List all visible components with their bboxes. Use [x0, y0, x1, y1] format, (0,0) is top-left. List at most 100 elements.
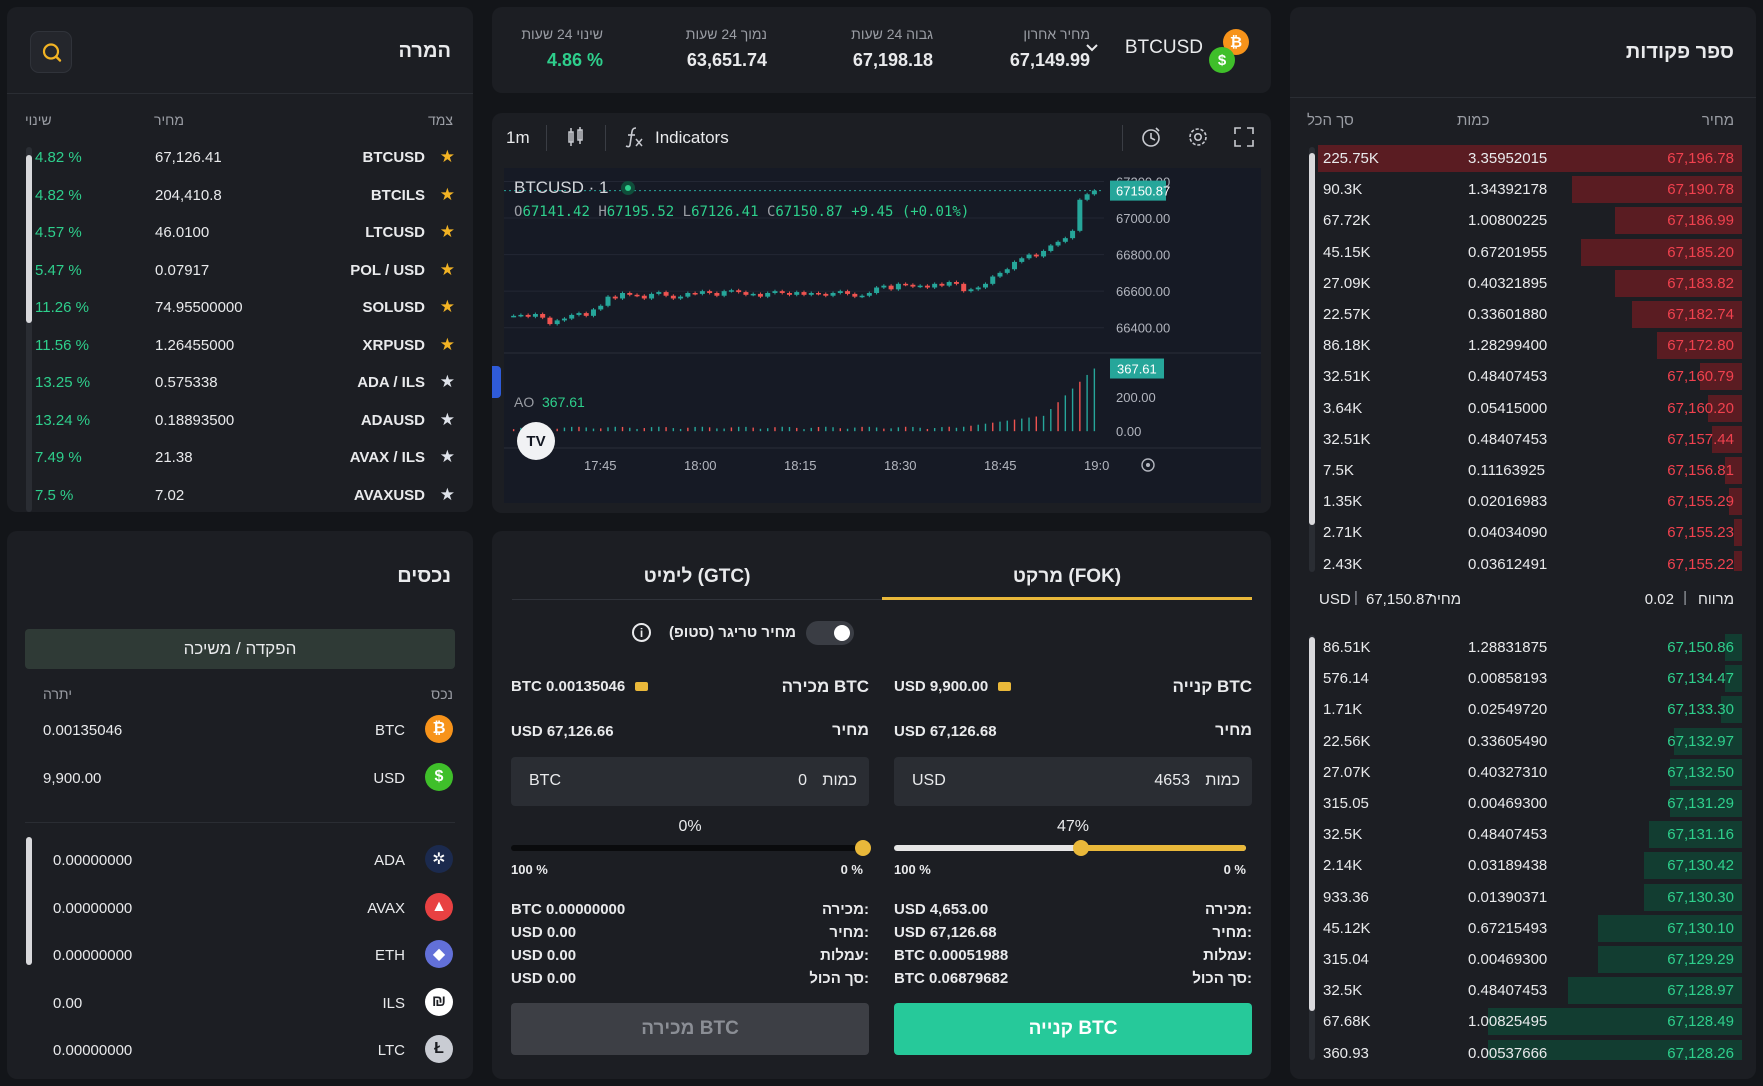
axis-settings-icon — [1141, 458, 1155, 472]
watchlist-row[interactable]: 7.49 % 21.38 AVAX / ILS ★ — [35, 447, 455, 466]
function-icon[interactable] — [622, 125, 646, 149]
ask-row[interactable]: 32.51K 0.48407453 67,160.79 — [1290, 361, 1756, 392]
ask-row[interactable]: 45.15K 0.67201955 67,185.20 — [1290, 237, 1756, 268]
candle — [1012, 261, 1018, 270]
asks-scrollbar[interactable] — [1309, 147, 1315, 572]
buy-button[interactable]: קנייה BTC — [894, 1003, 1252, 1055]
favorite-star-icon[interactable]: ★ — [439, 147, 455, 166]
candle — [736, 290, 742, 293]
watchlist-row[interactable]: 11.26 % 74.95500000 SOLUSD ★ — [35, 297, 455, 316]
ask-row[interactable]: 32.51K 0.48407453 67,157.44 — [1290, 424, 1756, 455]
watchlist-row[interactable]: 13.25 % 0.575338 ADA / ILS ★ — [35, 372, 455, 391]
tab-market[interactable]: מרקט (FOK) — [1012, 566, 1122, 587]
deposit-withdraw-button[interactable]: הפקדה / משיכה — [25, 629, 455, 669]
bid-row[interactable]: 2.14K 0.03189438 67,130.42 — [1290, 850, 1756, 881]
watchlist-row[interactable]: 4.82 % 67,126.41 BTCUSD ★ — [35, 147, 455, 166]
col-price: מחיר — [154, 112, 184, 128]
bid-row[interactable]: 67.68K 1.00825495 67,128.49 — [1290, 1006, 1756, 1037]
info-icon[interactable]: i — [632, 623, 651, 642]
buy-slider[interactable] — [894, 840, 1246, 856]
candle — [1019, 258, 1025, 262]
col-pair: צמד — [427, 112, 453, 128]
fullscreen-icon[interactable] — [1232, 125, 1256, 149]
ask-row[interactable]: 3.64K 0.05415000 67,160.20 — [1290, 393, 1756, 424]
sell-button[interactable]: מכירה BTC — [511, 1003, 869, 1055]
watchlist-row[interactable]: 7.5 % 7.02 AVAXUSD ★ — [35, 484, 455, 504]
candle — [982, 283, 988, 288]
bid-row[interactable]: 32.5K 0.48407453 67,128.97 — [1290, 975, 1756, 1006]
watchlist-row[interactable]: 4.57 % 46.0100 LTCUSD ★ — [35, 222, 455, 241]
sell-qty-input[interactable]: כמות 0 BTC — [511, 757, 869, 806]
chart-plot[interactable]: 67200.0067000.0066800.0066600.0066400.00… — [504, 168, 1261, 503]
bid-row[interactable]: 315.04 0.00469300 67,129.29 — [1290, 944, 1756, 975]
candle — [714, 292, 720, 296]
bid-row[interactable]: 576.14 0.00858193 67,134.47 — [1290, 663, 1756, 694]
bid-row[interactable]: 315.05 0.00469300 67,131.29 — [1290, 788, 1756, 819]
indicators-button[interactable]: Indicators — [655, 128, 729, 147]
ask-row[interactable]: 67.72K 1.00800225 67,186.99 — [1290, 205, 1756, 236]
candle — [678, 296, 684, 299]
candle — [1077, 199, 1083, 231]
bids-scrollbar[interactable] — [1309, 635, 1315, 1060]
depth-bar — [1725, 457, 1742, 484]
sell-slider[interactable] — [511, 840, 871, 856]
favorite-star-icon[interactable]: ★ — [439, 259, 455, 279]
bid-row[interactable]: 27.07K 0.40327310 67,132.50 — [1290, 757, 1756, 788]
depth-bar — [1733, 519, 1742, 547]
bid-row[interactable]: 45.12K 0.67215493 67,130.10 — [1290, 913, 1756, 944]
side-drawer-handle[interactable] — [492, 366, 501, 398]
interval-button[interactable]: 1m — [506, 128, 530, 147]
favorite-star-icon[interactable]: ★ — [439, 484, 455, 504]
candle — [852, 293, 858, 297]
trigger-label: מחיר טריגר (סטופ) — [668, 624, 796, 641]
favorite-star-icon[interactable]: ★ — [439, 409, 455, 429]
ask-row[interactable]: 1.35K 0.02016983 67,155.29 — [1290, 486, 1756, 517]
candlestick-chart[interactable]: 67200.0067000.0066800.0066600.0066400.00… — [504, 168, 1261, 503]
dollar-icon: $ — [1209, 47, 1235, 73]
last-price-tag-bg — [1110, 180, 1166, 201]
bid-row[interactable]: 86.51K 1.28831875 67,150.86 — [1290, 632, 1756, 663]
candle — [540, 314, 546, 318]
sell-form: מכירה BTC BTC 0.00135046 מחיר USD 67,126… — [511, 661, 871, 1069]
ask-row[interactable]: 225.75K 3.35952015 67,196.78 — [1290, 143, 1756, 174]
watchlist-row[interactable]: 13.24 % 0.18893500 ADAUSD ★ — [35, 409, 455, 429]
ask-row[interactable]: 2.71K 0.04034090 67,155.23 — [1290, 517, 1756, 548]
favorite-star-icon[interactable]: ★ — [439, 447, 455, 466]
ask-row[interactable]: 90.3K 1.34392178 67,190.78 — [1290, 174, 1756, 205]
watchlist-row[interactable]: 11.56 % 1.26455000 XRPUSD ★ — [35, 334, 455, 354]
trigger-toggle[interactable] — [806, 621, 854, 645]
symbol-selector[interactable]: ₿ $ BTCUSD — [1079, 29, 1249, 77]
ask-row[interactable]: 2.43K 0.03612491 67,155.22 — [1290, 549, 1756, 571]
high-24h-value: 67,198.18 — [852, 50, 933, 70]
gear-icon[interactable] — [1186, 125, 1210, 149]
search-button[interactable] — [30, 31, 72, 73]
candle — [699, 291, 705, 294]
ask-row[interactable]: 27.09K 0.40321895 67,183.82 — [1290, 268, 1756, 299]
bid-row[interactable]: 360.93 0.00537666 67,128.26 — [1290, 1038, 1756, 1060]
watchlist-scrollbar[interactable] — [26, 147, 32, 512]
watchlist-row[interactable]: 4.82 % 204,410.8 BTCILS ★ — [35, 184, 455, 204]
candle — [1048, 245, 1054, 251]
favorite-star-icon[interactable]: ★ — [439, 334, 455, 354]
buy-qty-input[interactable]: כמות 4653 USD — [894, 757, 1252, 806]
ask-row[interactable]: 86.18K 1.28299400 67,172.80 — [1290, 330, 1756, 361]
favorite-star-icon[interactable]: ★ — [439, 184, 455, 204]
bid-row[interactable]: 1.71K 0.02549720 67,133.30 — [1290, 694, 1756, 725]
bid-row[interactable]: 22.56K 0.33605490 67,132.97 — [1290, 726, 1756, 757]
candle — [939, 283, 945, 286]
osc-tag: 367.61 — [1117, 362, 1157, 377]
ask-row[interactable]: 22.57K 0.33601880 67,182.74 — [1290, 299, 1756, 330]
watchlist-row[interactable]: 5.47 % 0.07917 POL / USD ★ — [35, 259, 455, 279]
alert-clock-icon[interactable] — [1139, 125, 1163, 149]
favorite-star-icon[interactable]: ★ — [439, 372, 455, 391]
tab-limit[interactable]: לימיט (GTC) — [643, 566, 751, 587]
bid-row[interactable]: 32.5K 0.48407453 67,131.16 — [1290, 819, 1756, 850]
candles-icon[interactable] — [564, 125, 588, 149]
candle — [547, 317, 553, 325]
assets-scrollbar[interactable] — [26, 837, 32, 965]
bid-row[interactable]: 933.36 0.01390371 67,130.30 — [1290, 882, 1756, 913]
favorite-star-icon[interactable]: ★ — [439, 222, 455, 241]
ask-row[interactable]: 7.5K 0.11163925 67,156.81 — [1290, 455, 1756, 486]
depth-bar — [1614, 269, 1742, 297]
favorite-star-icon[interactable]: ★ — [439, 297, 455, 316]
